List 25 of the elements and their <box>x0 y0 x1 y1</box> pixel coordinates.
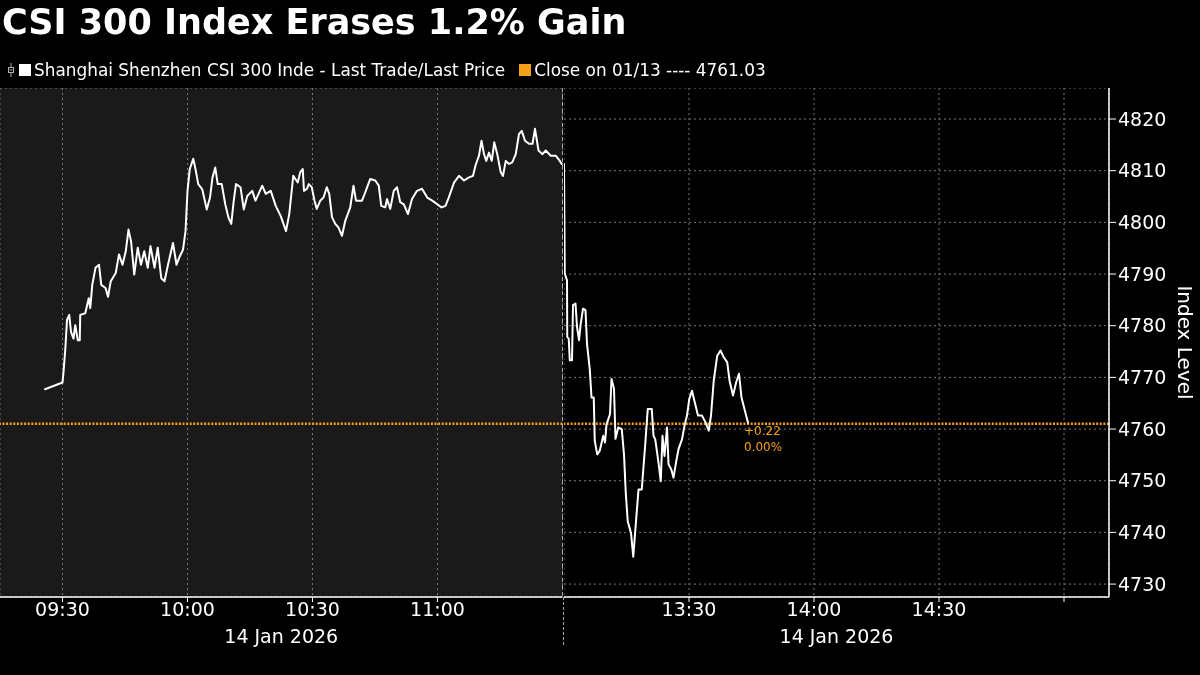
y-axis-title: Index Level <box>1172 285 1197 400</box>
y-tick-label: 4770 <box>1117 366 1166 389</box>
x-tick-label: 11:00 <box>410 598 465 621</box>
legend-label: Shanghai Shenzhen CSI 300 Inde - Last Trade/Last Price <box>34 60 506 80</box>
x-axis-title: 14 Jan 2026 <box>779 625 893 647</box>
chart-title: CSI 300 Index Erases 1.2% Gain <box>2 2 627 42</box>
y-tick-label: 4820 <box>1117 107 1166 130</box>
y-tick-label: 4780 <box>1117 314 1166 337</box>
annotation: +0.22 <box>743 423 781 438</box>
x-tick-label: 10:30 <box>285 598 340 621</box>
y-tick-label: 4800 <box>1117 211 1166 234</box>
x-tick-label: 14:30 <box>911 598 966 621</box>
x-tick-label: 13:30 <box>661 598 716 621</box>
y-tick-label: 4750 <box>1117 469 1166 492</box>
x-tick-label: 14:00 <box>786 598 841 621</box>
x-tick-label: 09:30 <box>35 598 90 621</box>
y-tick-label: 4790 <box>1117 262 1166 285</box>
legend-label: Close on 01/13 ---- 4761.03 <box>534 60 766 80</box>
y-tick-label: 4730 <box>1117 572 1166 595</box>
y-tick-label: 4760 <box>1117 417 1166 440</box>
x-tick-label: 10:00 <box>160 598 215 621</box>
y-tick-label: 4740 <box>1117 521 1166 544</box>
x-axis-title: 14 Jan 2026 <box>224 625 339 647</box>
y-tick-label: 4810 <box>1117 159 1166 182</box>
annotation: 0.00% <box>743 439 782 454</box>
